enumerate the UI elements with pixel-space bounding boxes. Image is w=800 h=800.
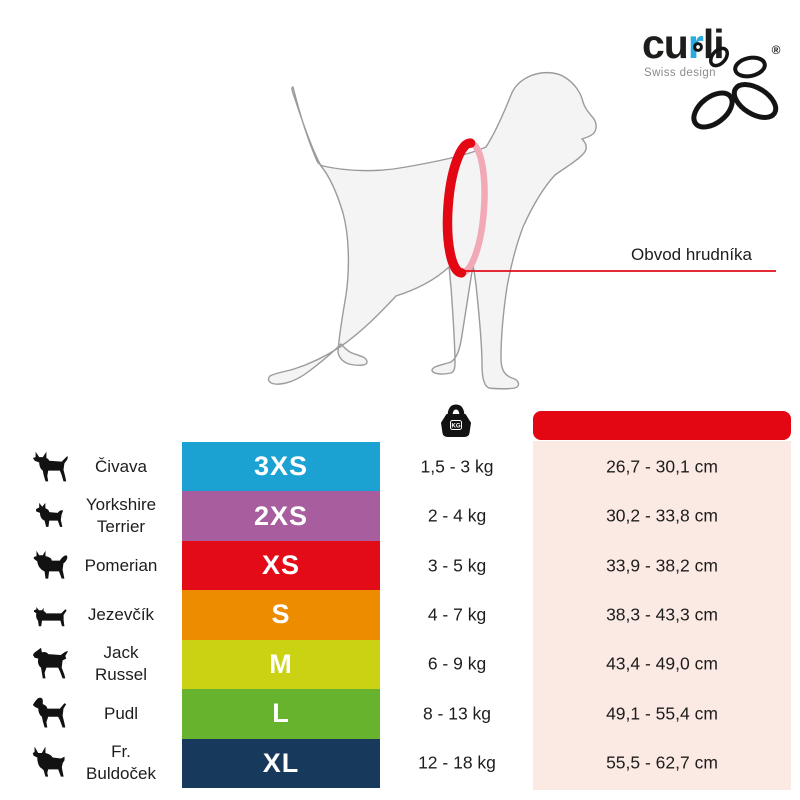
weight-range: 6 - 9 kg (427, 653, 487, 674)
size-badge: M (182, 639, 380, 690)
chest-range: 55,5 - 62,7 cm (606, 752, 718, 773)
poodle-icon (26, 693, 74, 735)
pomeranian-icon (26, 545, 74, 587)
measure-pointer-line (463, 270, 776, 272)
breed-name: Yorkshire Terrier (85, 495, 157, 537)
table-row: Pudl L 8 - 13 kg 49,1 - 55,4 cm (0, 689, 800, 739)
breed-name: Fr. Buldoček (86, 742, 156, 784)
table-row: Čivava 3XS 1,5 - 3 kg 26,7 - 30,1 cm (0, 442, 800, 492)
table-row: Jack Russel M 6 - 9 kg 43,4 - 49,0 cm (0, 639, 800, 690)
size-badge: XS (182, 540, 380, 591)
chest-column-background (533, 441, 791, 790)
table-row: Yorkshire Terrier 2XS 2 - 4 kg 30,2 - 33… (0, 491, 800, 541)
chest-band-front-arc (442, 138, 476, 278)
size-badge: XL (182, 738, 380, 788)
curli-logo: curli Swiss design ® (612, 24, 797, 134)
weight-range: 3 - 5 kg (427, 555, 487, 576)
brand-suffix: li (702, 21, 725, 67)
chihuahua-icon (26, 446, 74, 488)
chest-column-header-bar (533, 411, 791, 440)
size-badge: L (182, 689, 380, 739)
size-table: Čivava 3XS 1,5 - 3 kg 26,7 - 30,1 cm Yor… (0, 442, 800, 788)
brand-prefix: cu (642, 21, 689, 67)
kg-weight-icon: KG (441, 404, 471, 437)
dachshund-icon (26, 594, 74, 636)
flower-logo-icon: ® (691, 42, 781, 130)
chest-range: 43,4 - 49,0 cm (606, 653, 718, 674)
size-badge: S (182, 590, 380, 640)
chest-range: 26,7 - 30,1 cm (606, 456, 718, 477)
dog-silhouette (267, 71, 597, 390)
chest-range: 33,9 - 38,2 cm (606, 555, 718, 576)
brand-tagline: Swiss design (644, 67, 716, 79)
kg-label: KG (452, 424, 461, 430)
dog-silhouette-diagram (267, 71, 597, 390)
size-badge: 3XS (182, 442, 380, 492)
registered-mark: ® (772, 43, 781, 57)
breed-name: Pudl (103, 703, 139, 723)
breed-name: Čivava (95, 456, 147, 476)
table-row: Fr. Buldoček XL 12 - 18 kg 55,5 - 62,7 c… (0, 738, 800, 788)
weight-range: 4 - 7 kg (427, 604, 487, 625)
weight-range: 1,5 - 3 kg (420, 456, 494, 477)
chest-range: 49,1 - 55,4 cm (606, 703, 718, 724)
breed-name: Jezevčík (87, 604, 155, 624)
table-row: Jezevčík S 4 - 7 kg 38,3 - 43,3 cm (0, 590, 800, 640)
jack-russell-icon (26, 643, 74, 685)
size-badge: 2XS (182, 491, 380, 541)
table-row: Pomerian XS 3 - 5 kg 33,9 - 38,2 cm (0, 540, 800, 591)
weight-range: 2 - 4 kg (427, 505, 487, 526)
weight-range: 8 - 13 kg (422, 703, 492, 724)
breed-name: Pomerian (84, 555, 158, 575)
chest-circumference-label: Obvod hrudníka (631, 245, 752, 264)
chest-range: 30,2 - 33,8 cm (606, 505, 718, 526)
chest-range: 38,3 - 43,3 cm (606, 604, 718, 625)
weight-range: 12 - 18 kg (418, 752, 496, 773)
breed-name: Jack Russel (95, 643, 147, 685)
yorkshire-terrier-icon (26, 495, 74, 537)
french-bulldog-icon (26, 742, 74, 784)
